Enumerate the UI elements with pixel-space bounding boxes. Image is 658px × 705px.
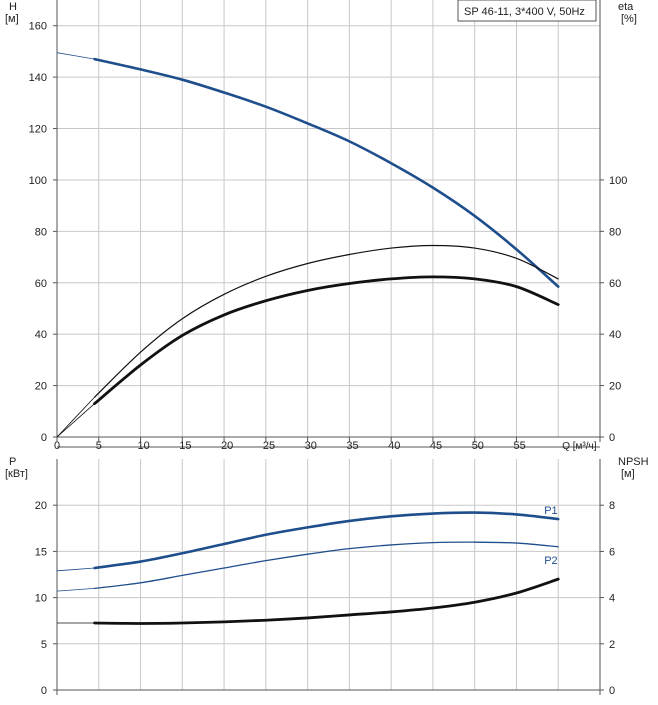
series-line-2 — [93, 244, 559, 398]
series-extension-2 — [56, 396, 95, 438]
y-tick-label-right: 20 — [609, 381, 621, 393]
y-tick-label-left: 60 — [35, 278, 47, 290]
y-tick-label-right: 40 — [609, 329, 621, 341]
series-extension-2 — [56, 587, 95, 592]
panel-1: 0 20 40 60 80 100 120 140 160 0 20 40 60 80 100 H [м] eta… — [5, 0, 637, 444]
x-tick-label: 25 — [263, 440, 275, 452]
y-tick-label-left: 20 — [35, 500, 47, 512]
series-label-P2: P2 — [544, 555, 557, 567]
y-tick-label-right: 0 — [609, 432, 615, 444]
series-extension-1 — [56, 567, 95, 572]
series-extension-3 — [56, 403, 95, 438]
y-tick-label-right: 8 — [609, 500, 615, 512]
x-tick-label: 40 — [388, 440, 400, 452]
series-line-1 — [93, 511, 560, 570]
x-tick-label: 55 — [513, 440, 525, 452]
y-tick-label-right: 100 — [609, 175, 627, 187]
y-tick-label-right: 60 — [609, 278, 621, 290]
y-tick-label-left: 5 — [41, 639, 47, 651]
y-tick-label-left: 80 — [35, 226, 47, 238]
x-tick-label: 20 — [221, 440, 233, 452]
x-tick-label: 15 — [179, 440, 191, 452]
x-axis-band: 0 5 10 15 20 25 30 35 40 45 50 55 Q [м³/ч] — [54, 437, 600, 452]
series-line-3 — [93, 577, 560, 625]
y-tick-label-left: 100 — [29, 175, 47, 187]
x-tick-label: 45 — [430, 440, 442, 452]
chart-title-box: SP 46-11, 3*400 V, 50Hz — [457, 0, 597, 22]
y-tick-label-left: 10 — [35, 593, 47, 605]
y-tick-label-left: 140 — [29, 72, 47, 84]
panel-2: 0 5 10 15 20 0 2 4 6 8 P [кВт] NPSH [м] P1 P2 — [5, 456, 649, 697]
y-tick-label-left: 120 — [29, 124, 47, 136]
y-tick-label-left: 15 — [35, 546, 47, 558]
y-tick-label-right: 4 — [609, 593, 615, 605]
y-axis-title-left: H [м] — [5, 1, 19, 25]
y-tick-label-right: 0 — [609, 685, 615, 697]
x-tick-label: 35 — [346, 440, 358, 452]
y-tick-label-right: 2 — [609, 639, 615, 651]
y-axis-title-right: eta [%] — [618, 1, 637, 25]
x-axis-title: Q [м³/ч] — [562, 441, 597, 452]
series-extension-1 — [56, 52, 95, 60]
y-tick-label-left: 0 — [41, 432, 47, 444]
y-tick-label-left: 20 — [35, 381, 47, 393]
x-tick-label: 10 — [138, 440, 150, 452]
y-tick-label-left: 40 — [35, 329, 47, 341]
y-tick-label-right: 6 — [609, 546, 615, 558]
x-tick-label: 5 — [96, 440, 102, 452]
y-axis-title-left: P [кВт] — [5, 456, 28, 480]
series-line-2 — [93, 541, 559, 590]
series-line-3 — [93, 275, 560, 405]
x-tick-label: 30 — [305, 440, 317, 452]
y-tick-label-left: 160 — [29, 21, 47, 33]
x-tick-label: 50 — [472, 440, 484, 452]
series-label-P1: P1 — [544, 505, 557, 517]
chart-title: SP 46-11, 3*400 V, 50Hz — [464, 6, 585, 18]
title-box-frame — [457, 0, 597, 22]
x-tick-label: 0 — [54, 440, 60, 452]
y-tick-label-right: 80 — [609, 226, 621, 238]
y-tick-label-left: 0 — [41, 685, 47, 697]
y-axis-title-right: NPSH [м] — [618, 456, 649, 480]
series-line-1 — [93, 57, 560, 288]
